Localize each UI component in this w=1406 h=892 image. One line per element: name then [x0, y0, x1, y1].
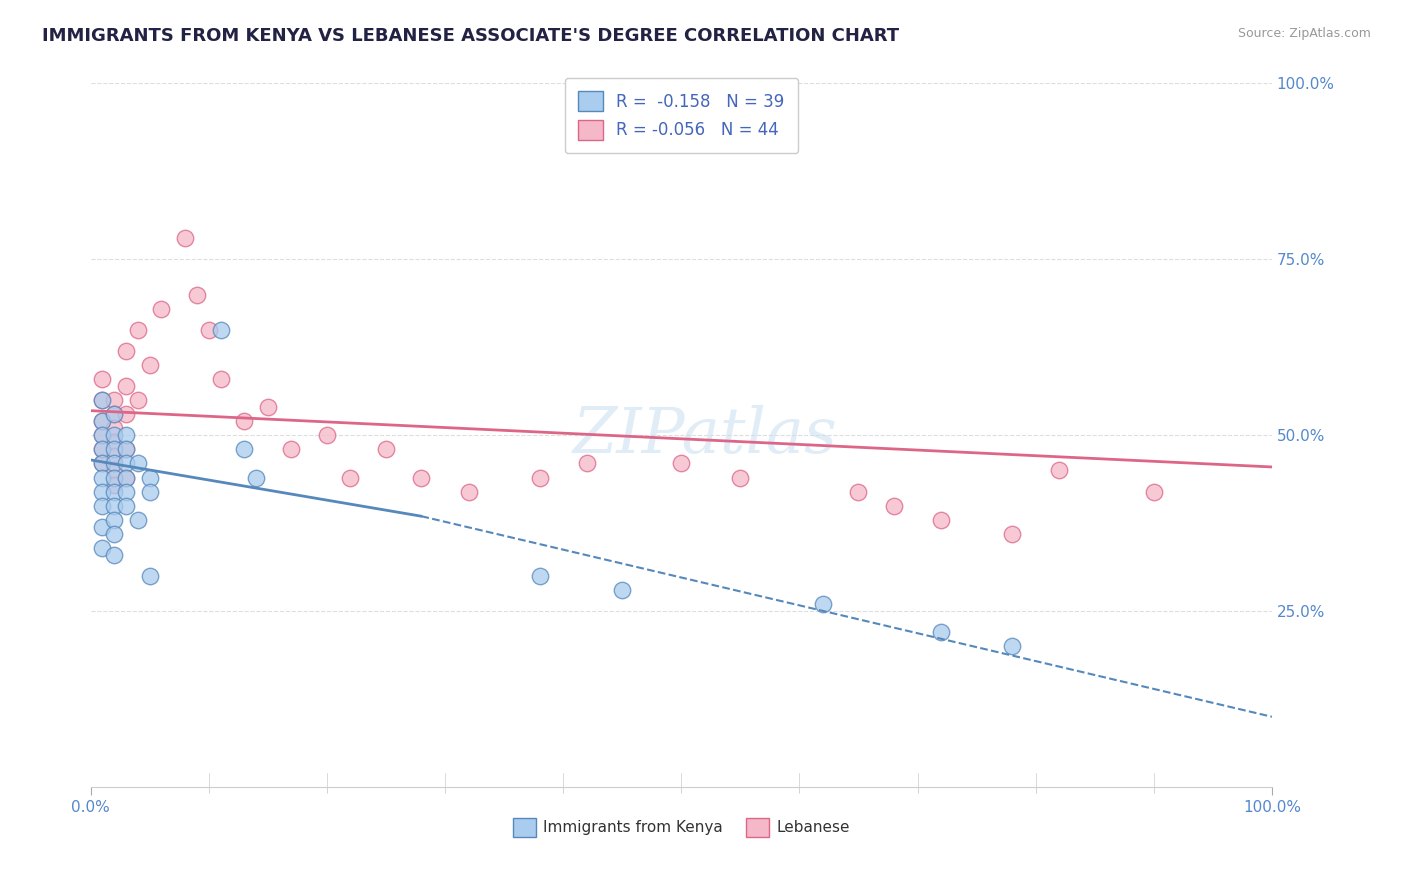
Point [103, 470, 125, 484]
Point [339, 470, 361, 484]
Point [115, 499, 138, 513]
Point [612, 583, 634, 598]
Point [929, 513, 952, 527]
Point [103, 442, 125, 457]
Point [529, 470, 551, 484]
Text: Source: ZipAtlas.com: Source: ZipAtlas.com [1237, 27, 1371, 40]
Point [457, 484, 479, 499]
Point [91, 442, 114, 457]
Point [103, 548, 125, 562]
Point [233, 442, 256, 457]
Point [127, 323, 149, 337]
Point [91, 499, 114, 513]
Point [91, 457, 114, 471]
Point [883, 499, 905, 513]
Legend: Immigrants from Kenya, Lebanese: Immigrants from Kenya, Lebanese [506, 812, 856, 843]
Point [91, 457, 114, 471]
Point [115, 428, 138, 442]
Text: IMMIGRANTS FROM KENYA VS LEBANESE ASSOCIATE'S DEGREE CORRELATION CHART: IMMIGRANTS FROM KENYA VS LEBANESE ASSOCI… [42, 27, 900, 45]
Point [1001, 526, 1024, 541]
Point [848, 484, 870, 499]
Point [811, 597, 834, 611]
Point [138, 569, 160, 583]
Point [91, 428, 114, 442]
Point [103, 421, 125, 435]
Point [115, 457, 138, 471]
Point [315, 428, 337, 442]
Point [91, 484, 114, 499]
Point [103, 463, 125, 477]
Point [209, 323, 232, 337]
Point [529, 569, 551, 583]
Point [209, 372, 232, 386]
Point [127, 393, 149, 408]
Point [115, 470, 138, 484]
Point [103, 513, 125, 527]
Point [138, 358, 160, 372]
Point [1143, 484, 1166, 499]
Point [91, 442, 114, 457]
Point [256, 400, 278, 414]
Point [1001, 640, 1024, 654]
Point [929, 625, 952, 640]
Point [1047, 463, 1070, 477]
Point [280, 442, 302, 457]
Point [115, 470, 138, 484]
Point [103, 477, 125, 491]
Point [103, 457, 125, 471]
Point [103, 407, 125, 421]
Point [115, 442, 138, 457]
Point [91, 414, 114, 428]
Point [127, 513, 149, 527]
Point [91, 414, 114, 428]
Point [103, 526, 125, 541]
Point [150, 301, 173, 316]
Point [103, 499, 125, 513]
Point [186, 287, 208, 301]
Point [233, 414, 256, 428]
Point [91, 470, 114, 484]
Point [115, 407, 138, 421]
Point [374, 442, 396, 457]
Point [115, 379, 138, 393]
Point [115, 484, 138, 499]
Point [91, 393, 114, 408]
Point [103, 484, 125, 499]
Point [138, 484, 160, 499]
Point [103, 393, 125, 408]
Text: ZIPatlas: ZIPatlas [572, 404, 837, 467]
Point [103, 435, 125, 450]
Point [730, 470, 752, 484]
Point [197, 323, 219, 337]
Point [91, 393, 114, 408]
Point [91, 372, 114, 386]
Point [103, 407, 125, 421]
Point [103, 428, 125, 442]
Point [103, 450, 125, 464]
Point [575, 457, 598, 471]
Point [115, 343, 138, 358]
Point [115, 442, 138, 457]
Point [174, 231, 197, 245]
Point [91, 541, 114, 555]
Point [411, 470, 433, 484]
Point [91, 428, 114, 442]
Point [91, 520, 114, 534]
Point [245, 470, 267, 484]
Point [671, 457, 693, 471]
Point [138, 470, 160, 484]
Point [127, 457, 149, 471]
